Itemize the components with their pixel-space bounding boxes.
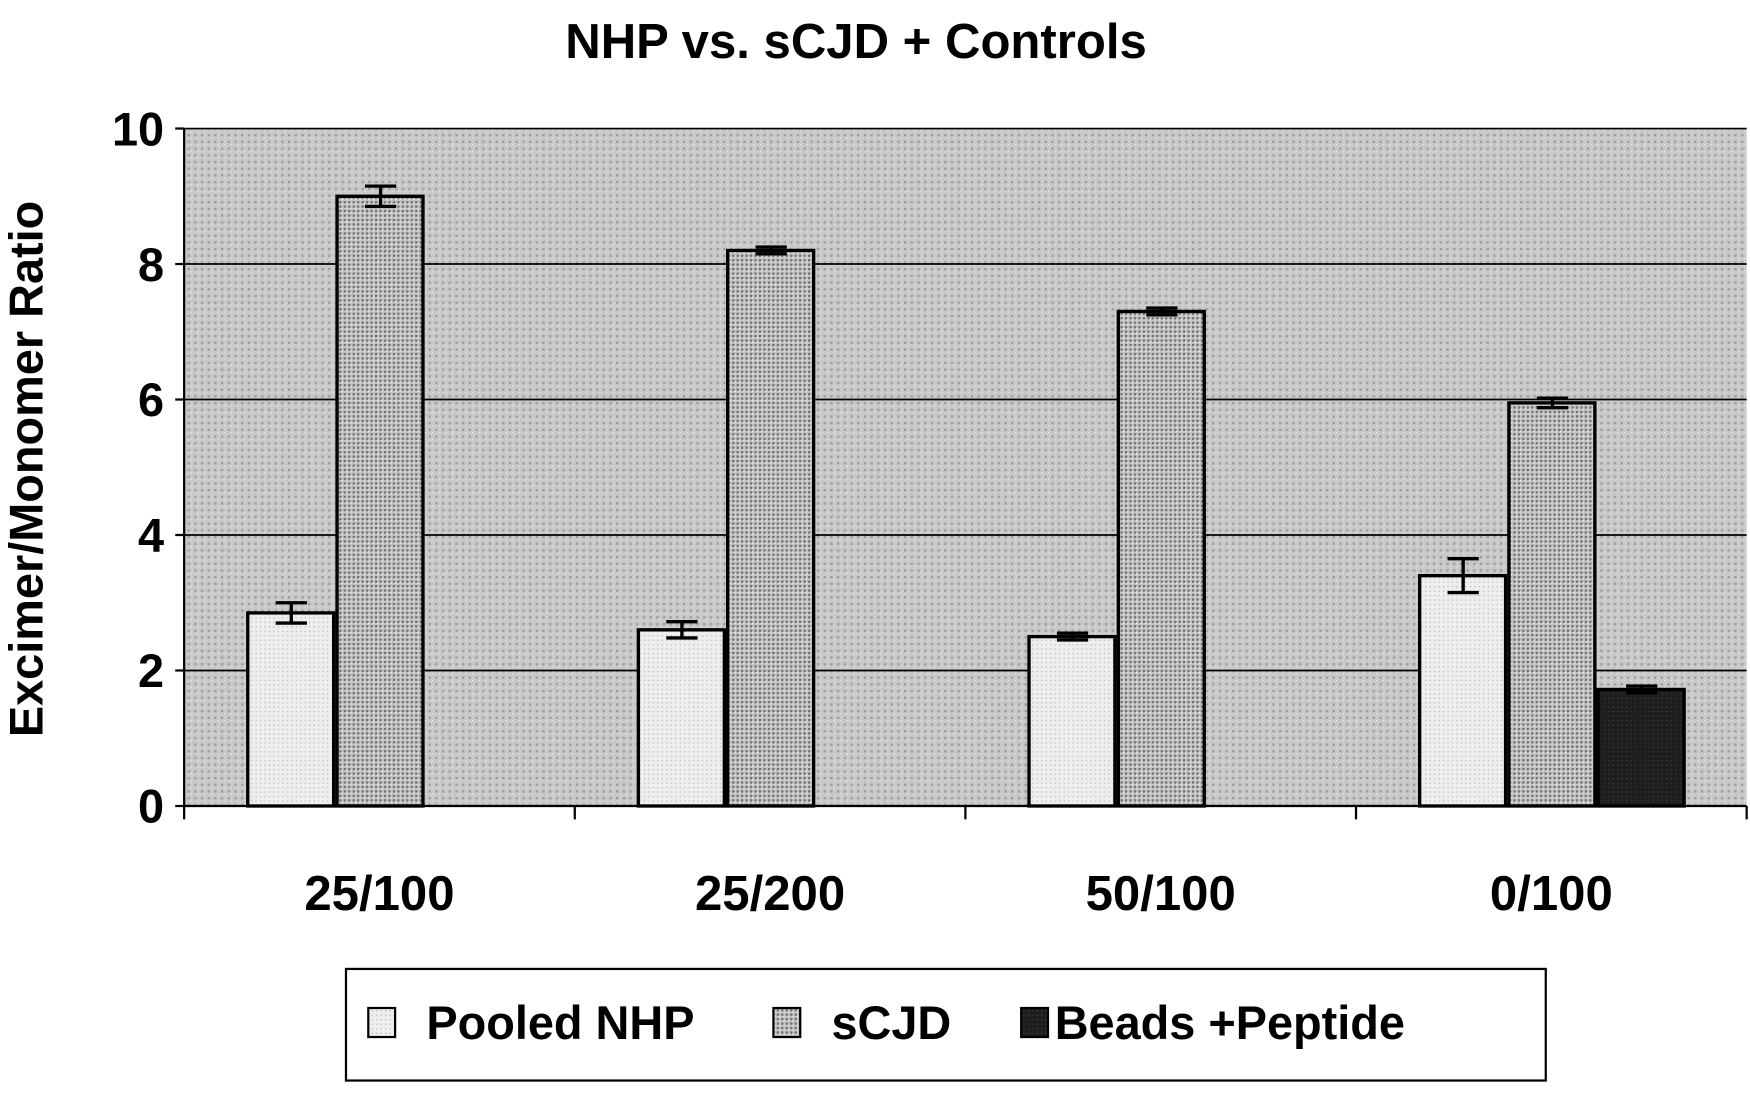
y-tick-label: 10 xyxy=(112,103,164,155)
legend: Pooled NHP sCJD Beads +Peptide xyxy=(344,967,1547,1082)
error-bar xyxy=(1626,684,1658,695)
legend-label: Pooled NHP xyxy=(426,997,694,1049)
error-bar xyxy=(1146,306,1178,317)
x-tick-label: 50/100 xyxy=(1086,867,1236,921)
bar-pooled-nhp xyxy=(1417,573,1508,808)
bar-pooled-nhp xyxy=(1027,634,1117,808)
bar-beads-peptide xyxy=(1596,687,1686,808)
legend-swatch xyxy=(1020,1006,1050,1039)
y-tick-label: 4 xyxy=(138,510,164,562)
legend-label: Beads +Peptide xyxy=(1055,997,1405,1049)
bar-scjd xyxy=(1507,401,1597,808)
error-bar xyxy=(364,184,397,209)
legend-swatch xyxy=(772,1006,802,1039)
chart-title: NHP vs. sCJD + Controls xyxy=(565,15,1147,69)
x-tick-label: 25/100 xyxy=(304,867,454,921)
legend-swatch xyxy=(367,1006,397,1039)
error-bar xyxy=(1056,631,1089,642)
x-tick-label: 0/100 xyxy=(1490,867,1613,921)
bar-pooled-nhp xyxy=(636,628,727,808)
error-bar xyxy=(275,601,307,625)
legend-label: sCJD xyxy=(831,997,951,1049)
error-bar xyxy=(1447,557,1479,595)
y-tick-label: 0 xyxy=(138,781,164,833)
x-tick-label: 25/200 xyxy=(695,867,845,921)
error-bar xyxy=(666,620,698,640)
bar-scjd xyxy=(1116,309,1206,808)
y-axis-label: Excimer/Monomer Ratio xyxy=(0,201,52,737)
error-bar xyxy=(1536,396,1569,410)
y-tick-label: 2 xyxy=(138,645,164,697)
bar-scjd xyxy=(726,248,816,808)
error-bar xyxy=(755,245,787,256)
y-tick-label: 8 xyxy=(138,239,164,291)
y-tick-label: 6 xyxy=(138,374,164,426)
bar-pooled-nhp xyxy=(246,611,336,808)
bar-scjd xyxy=(335,194,425,808)
